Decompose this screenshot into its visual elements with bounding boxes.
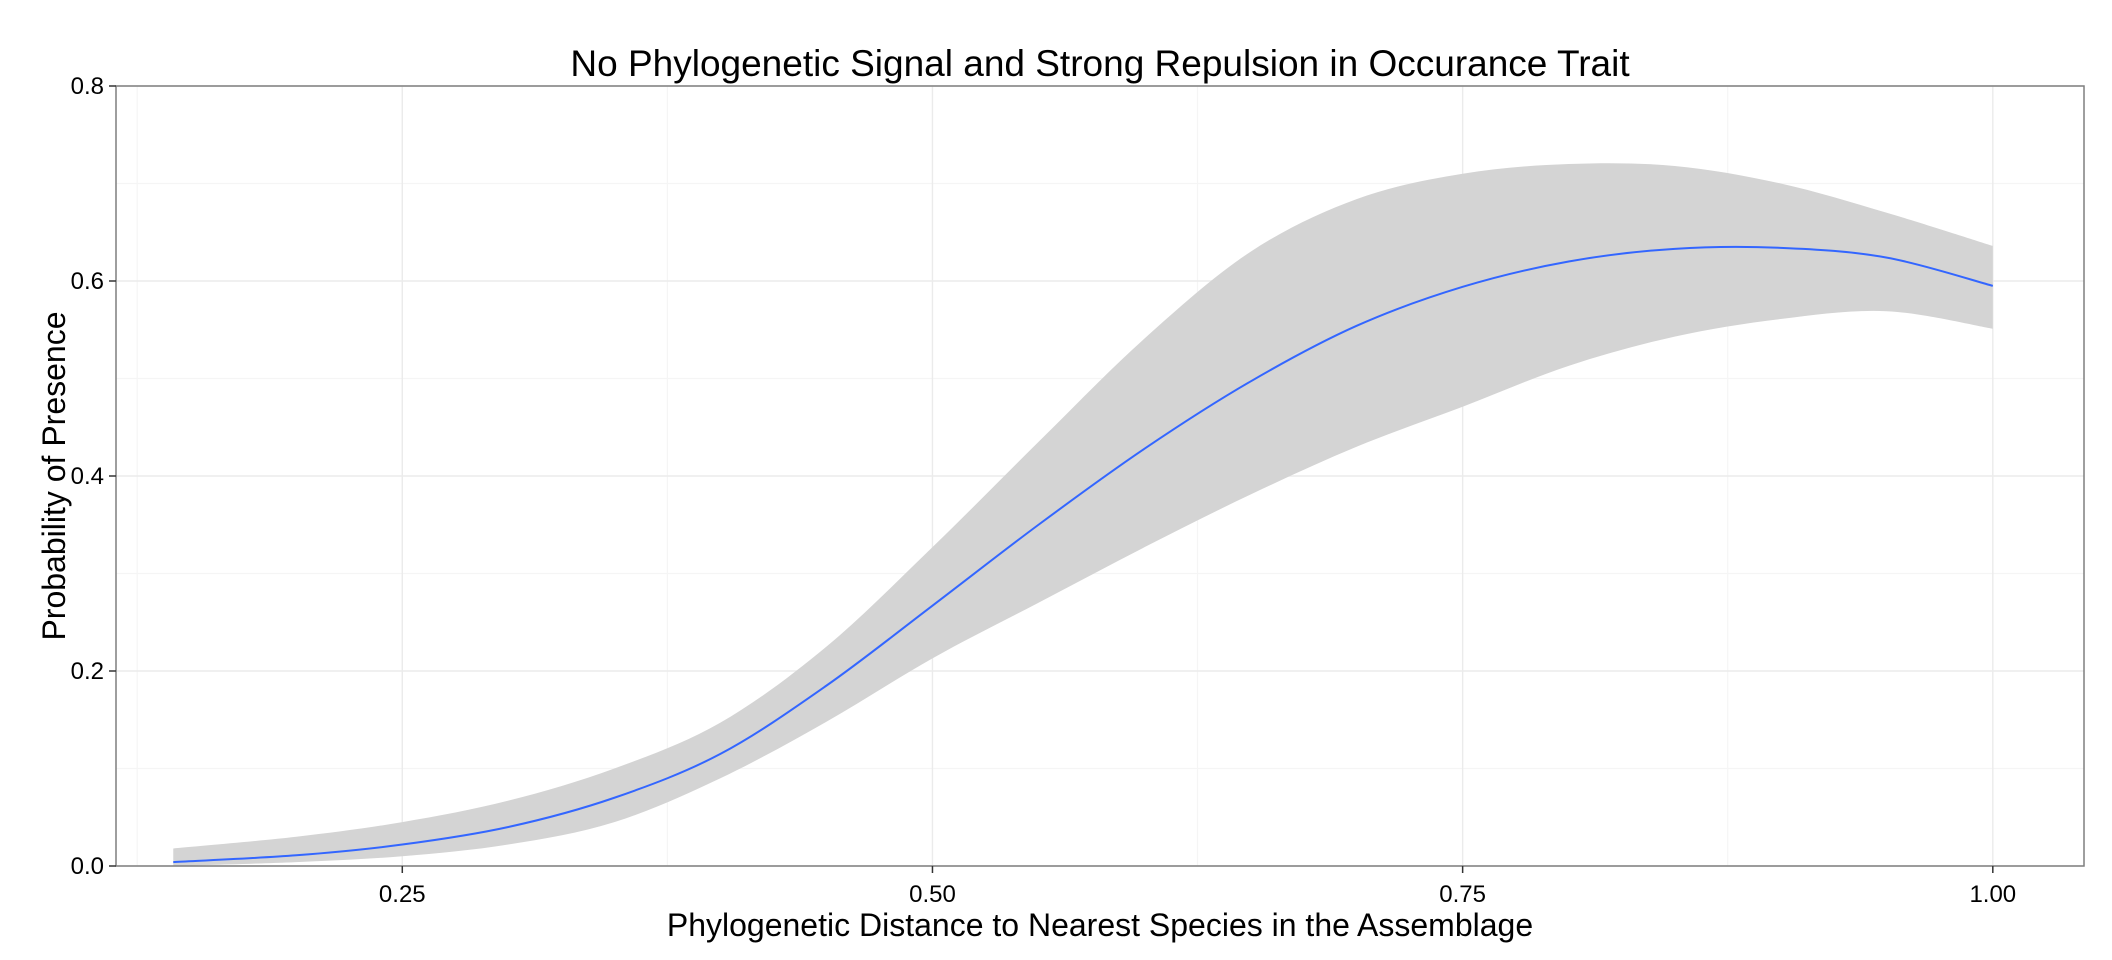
x-tick-label: 0.75 [1439, 881, 1486, 908]
y-axis: 0.0 0.2 0.4 0.6 0.8 [71, 73, 116, 880]
chart-title: No Phylogenetic Signal and Strong Repuls… [570, 43, 1630, 84]
x-tick-label: 1.00 [1969, 881, 2016, 908]
x-axis-title: Phylogenetic Distance to Nearest Species… [667, 907, 1533, 943]
x-tick-label: 0.25 [379, 881, 426, 908]
y-tick-label: 0.6 [71, 268, 104, 295]
x-tick-label: 0.50 [909, 881, 956, 908]
confidence-band [173, 163, 1993, 867]
y-tick-label: 0.0 [71, 853, 104, 880]
y-axis-title: Probability of Presence [36, 311, 72, 640]
x-axis: 0.25 0.50 0.75 1.00 [379, 866, 2016, 908]
y-tick-label: 0.2 [71, 658, 104, 685]
series-line [173, 245, 1994, 864]
y-tick-label: 0.8 [71, 73, 104, 100]
y-tick-label: 0.4 [71, 463, 104, 490]
